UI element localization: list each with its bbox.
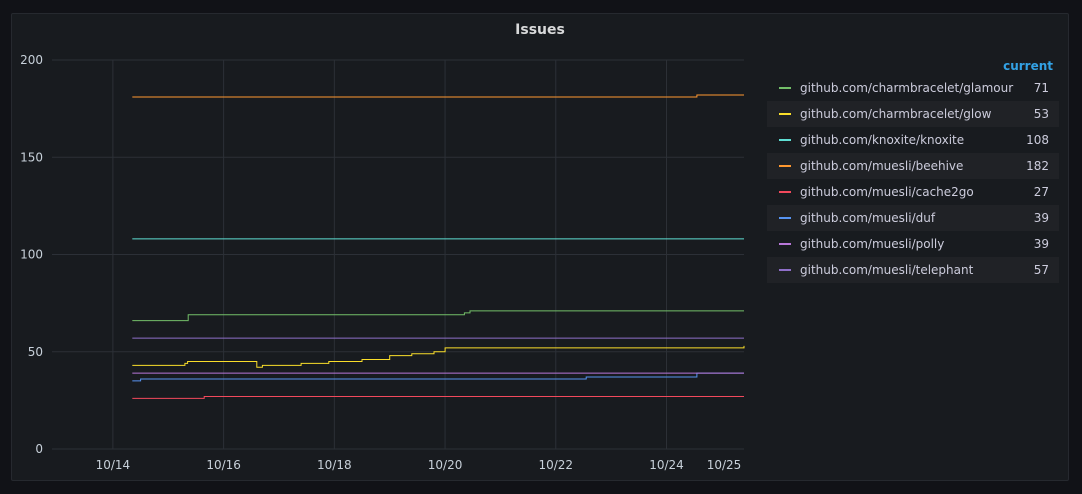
x-tick-label: 10/24 — [649, 458, 684, 472]
legend-current-value: 57 — [1033, 263, 1049, 277]
y-tick-label: 100 — [20, 248, 43, 262]
legend-swatch — [779, 191, 791, 193]
legend-item[interactable]: github.com/muesli/duf 39 — [767, 205, 1059, 231]
legend-current-value: 39 — [1033, 237, 1049, 251]
series-line-1 — [132, 345, 745, 368]
legend-current-value: 27 — [1033, 185, 1049, 199]
x-tick-label: 10/14 — [96, 458, 131, 472]
legend-current-value: 108 — [1026, 133, 1049, 147]
legend-swatch — [779, 269, 791, 271]
legend-current-value: 182 — [1026, 159, 1049, 173]
legend-series-name: github.com/muesli/polly — [800, 237, 945, 251]
legend-item[interactable]: github.com/muesli/beehive 182 — [767, 153, 1059, 179]
x-tick-label: 10/20 — [428, 458, 463, 472]
y-tick-label: 50 — [28, 345, 43, 359]
legend-rows: github.com/charmbracelet/glamour 71 github… — [767, 75, 1059, 283]
legend-swatch — [779, 217, 791, 219]
legend-current-value: 53 — [1033, 107, 1049, 121]
legend-series-name: github.com/muesli/beehive — [800, 159, 964, 173]
series-line-0 — [132, 310, 744, 322]
y-tick-label: 200 — [20, 53, 43, 67]
y-tick-label: 0 — [35, 442, 43, 456]
y-tick-label: 150 — [20, 150, 43, 164]
legend-swatch — [779, 87, 791, 89]
panel-title: Issues — [515, 22, 565, 38]
legend-series-name: github.com/charmbracelet/glow — [800, 107, 992, 121]
legend-item[interactable]: github.com/muesli/telephant 57 — [767, 257, 1059, 283]
legend-series-name: github.com/charmbracelet/glamour — [800, 81, 1014, 95]
legend-series-name: github.com/knoxite/knoxite — [800, 133, 965, 147]
legend-swatch — [779, 243, 791, 245]
series-line-4 — [132, 396, 744, 399]
legend-item[interactable]: github.com/muesli/polly 39 — [767, 231, 1059, 257]
legend-swatch — [779, 165, 791, 167]
legend-swatch — [779, 139, 791, 141]
legend-series-name: github.com/muesli/duf — [800, 211, 936, 225]
legend-series-name: github.com/muesli/telephant — [800, 263, 974, 277]
legend-swatch — [779, 113, 791, 115]
legend-current-header[interactable]: current — [1003, 59, 1053, 73]
series-line-5 — [132, 372, 744, 382]
issues-panel: Issues 0 50 100 150 200 10/14 10/16 10/18 10/20 1… — [11, 13, 1069, 481]
x-tick-label: 10/16 — [206, 458, 241, 472]
legend-item[interactable]: github.com/muesli/cache2go 27 — [767, 179, 1059, 205]
legend-item[interactable]: github.com/charmbracelet/glamour 71 — [767, 75, 1059, 101]
legend: current github.com/charmbracelet/glamour… — [767, 57, 1059, 283]
legend-series-name: github.com/muesli/cache2go — [800, 185, 974, 199]
x-tick-label: 10/18 — [317, 458, 352, 472]
legend-current-value: 71 — [1033, 81, 1049, 95]
x-tick-label: 10/25 — [707, 458, 742, 472]
x-tick-label: 10/22 — [538, 458, 573, 472]
line-chart: 0 50 100 150 200 10/14 10/16 10/18 10/20 10/22 10/… — [20, 53, 745, 472]
legend-item[interactable]: github.com/knoxite/knoxite 108 — [767, 127, 1059, 153]
series-line-3 — [132, 94, 744, 98]
legend-current-value: 39 — [1033, 211, 1049, 225]
legend-item[interactable]: github.com/charmbracelet/glow 53 — [767, 101, 1059, 127]
